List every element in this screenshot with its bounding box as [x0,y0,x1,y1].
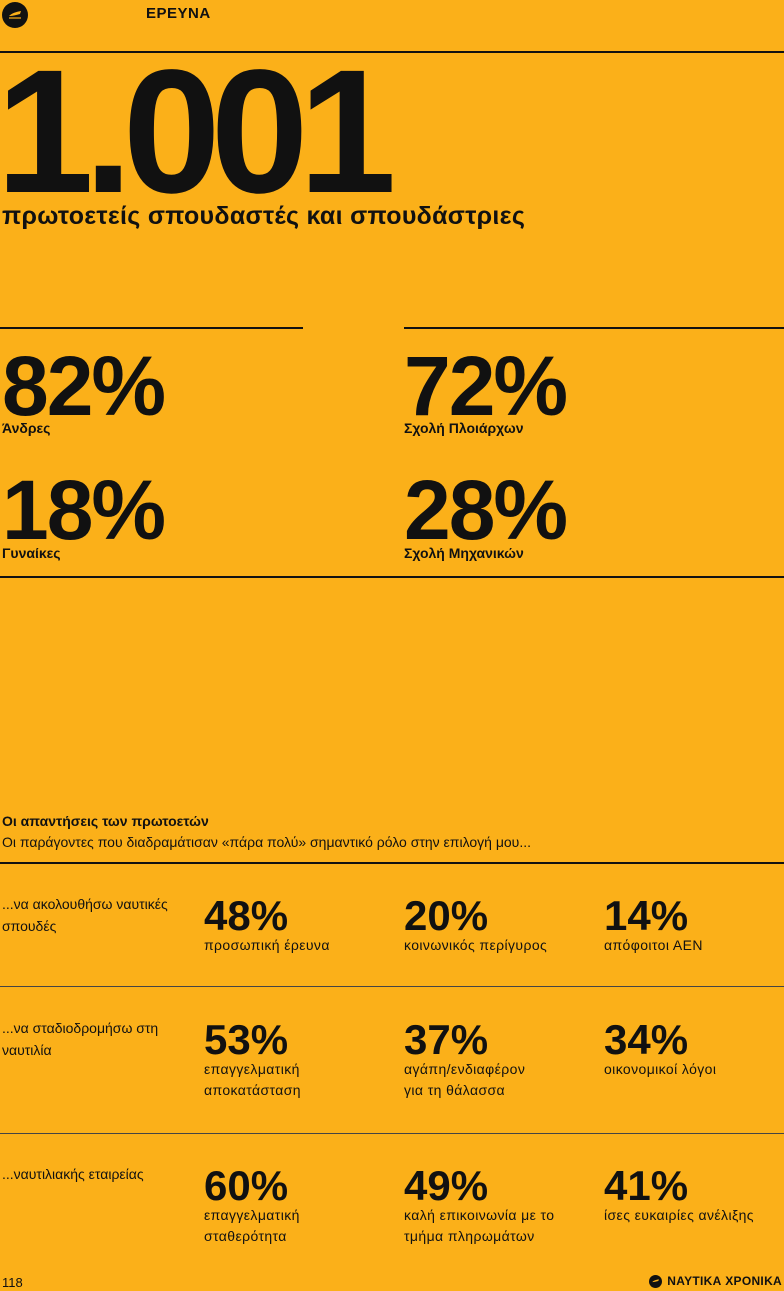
divider [404,327,784,329]
row-desc: επαγγελματική αποκατάσταση [204,1061,301,1098]
ship-logo-icon [2,2,28,28]
row-value: 60% [204,1162,289,1209]
section-label: ΕΡΕΥΝΑ [146,5,211,22]
page-number: 118 [2,1275,23,1290]
stat-label-women: Γυναίκες [2,545,61,561]
stat-value-captains: 72% [404,339,568,433]
hero-headline: πρωτοετείς σπουδαστές και σπουδάστριες [2,202,526,230]
stat-label-men: Άνδρες [2,420,51,436]
divider [0,862,784,864]
row-desc: απόφοιτοι ΑΕΝ [604,937,703,953]
row-desc: αγάπη/ενδιαφέρον για τη θάλασσα [404,1061,526,1098]
row-desc: κοινωνικός περίγυρος [404,937,548,953]
row-value: 49% [404,1162,489,1209]
row-desc: καλή επικοινωνία με το τμήμα πληρωμάτων [404,1207,555,1244]
row-label: ...να σταδιοδρομήσω στη ναυτιλία [2,1020,159,1058]
row-value: 41% [604,1162,689,1209]
row-value: 53% [204,1016,289,1063]
responses-title: Οι απαντήσεις των πρωτοετών [2,813,209,829]
stat-value-women: 18% [2,463,166,557]
row-desc: προσωπική έρευνα [204,937,330,953]
stat-value-engineers: 28% [404,463,568,557]
stat-label-engineers: Σχολή Μηχανικών [404,545,524,561]
stat-label-captains: Σχολή Πλοιάρχων [404,420,524,436]
row-label: ...να ακολουθήσω ναυτικές σπουδές [2,896,168,934]
brand-name: ΝΑΥΤΙΚΑ ΧΡΟΝΙΚΑ [667,1274,782,1288]
row-desc: επαγγελματική σταθερότητα [204,1207,300,1244]
row-label: ...ναυτιλιακής εταιρείας [2,1166,144,1182]
divider [0,327,303,329]
brand-footer: ΝΑΥΤΙΚΑ ΧΡΟΝΙΚΑ [649,1274,782,1288]
responses-subtitle: Οι παράγοντες που διαδραμάτισαν «πάρα πο… [2,834,531,850]
row-value: 48% [204,892,289,939]
row-desc: ίσες ευκαιρίες ανέλιξης [604,1207,754,1223]
stat-value-men: 82% [2,339,166,433]
divider [0,576,784,578]
divider [0,51,784,53]
divider [0,1133,784,1134]
row-value: 34% [604,1016,689,1063]
row-value: 20% [404,892,489,939]
row-desc: οικονομικοί λόγοι [604,1061,717,1077]
divider [0,986,784,987]
row-value: 14% [604,892,689,939]
row-value: 37% [404,1016,489,1063]
ship-logo-icon [649,1274,663,1288]
hero-number: 1.001 [0,34,396,230]
